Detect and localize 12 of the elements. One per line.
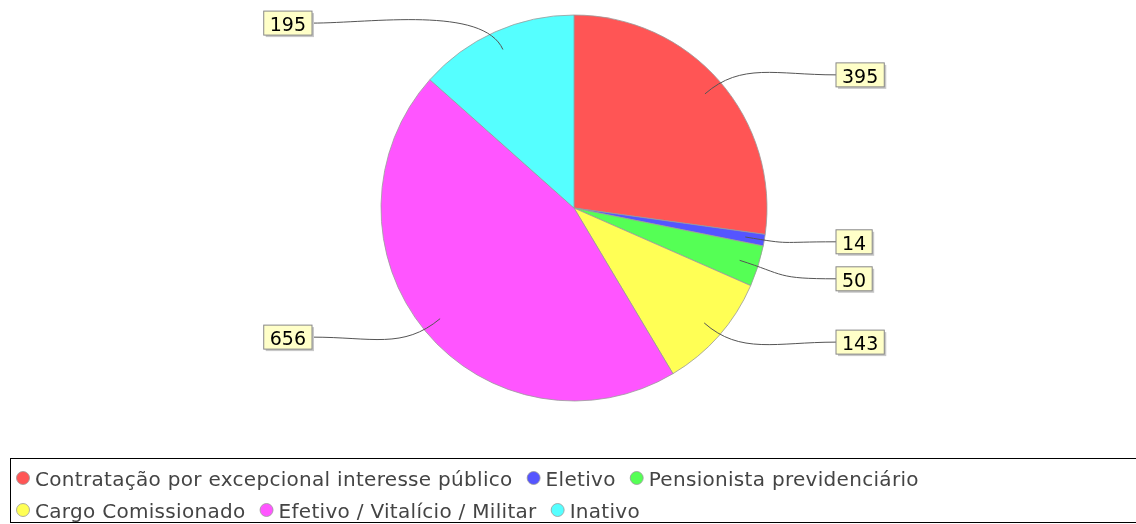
legend-label: Inativo <box>569 499 641 523</box>
legend-label: Eletivo <box>545 467 616 491</box>
legend-label: Efetivo / Vitalício / Militar <box>278 499 538 523</box>
legend-label: Pensionista previdenciário <box>648 467 919 491</box>
data-label: 50 <box>842 268 867 291</box>
data-label: 195 <box>269 13 306 36</box>
data-label: 656 <box>269 327 306 350</box>
legend-label: Contratação por excepcional interesse público <box>35 467 513 491</box>
data-label: 395 <box>842 64 879 87</box>
data-label: 143 <box>842 332 879 355</box>
legend-label: Cargo Comissionado <box>35 499 246 523</box>
data-label: 14 <box>842 231 867 254</box>
